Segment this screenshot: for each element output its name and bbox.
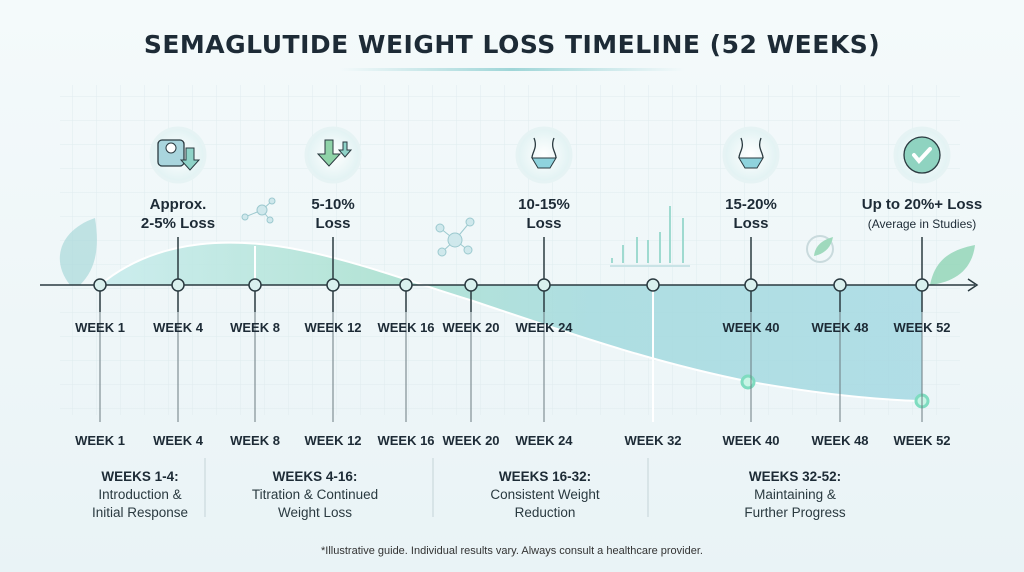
bottom-week-label: WEEK 48 (811, 433, 868, 448)
milestone-loss-label: 5-10% (311, 196, 354, 213)
arrows-down-icon (304, 126, 362, 184)
top-week-label: WEEK 20 (442, 320, 499, 335)
bottom-week-label: WEEK 1 (75, 433, 125, 448)
phase-description: Consistent Weight (490, 487, 600, 502)
leaf-circle-icon (806, 235, 834, 263)
milestone-loss-label: Loss (315, 215, 350, 232)
glow-point (740, 374, 756, 390)
disclaimer-footer: *Illustrative guide. Individual results … (321, 545, 703, 557)
top-week-label: WEEK 12 (304, 320, 361, 335)
waist-icon (722, 126, 780, 184)
decorations (59, 197, 975, 285)
title-underline (340, 68, 684, 71)
leaf-icon (930, 245, 975, 285)
phase-description: Reduction (515, 505, 576, 520)
scale-down-icon (149, 126, 207, 184)
top-week-label: WEEK 16 (377, 320, 434, 335)
timeline-node[interactable] (399, 278, 413, 292)
bottom-week-label: WEEK 4 (153, 433, 204, 448)
top-week-label: WEEK 8 (230, 320, 280, 335)
top-week-label: WEEK 1 (75, 320, 125, 335)
phase-title: WEEKS 1-4: (101, 469, 178, 484)
timeline-node[interactable] (646, 278, 660, 292)
molecule-icon (435, 217, 475, 257)
phase-description: Maintaining & (754, 487, 836, 502)
phase-title: WEEKS 16-32: (499, 469, 591, 484)
phase-description: Introduction & (98, 487, 181, 502)
timeline-node[interactable] (326, 278, 340, 292)
timeline-node[interactable] (744, 278, 758, 292)
top-week-label: WEEK 48 (811, 320, 868, 335)
milestone-loss-label: Loss (733, 215, 768, 232)
timeline-node[interactable] (171, 278, 185, 292)
weight-curve-area (100, 242, 922, 401)
axis-arrow-icon (967, 278, 979, 292)
phase-description: Further Progress (744, 505, 846, 520)
bar-chart-icon (610, 206, 690, 267)
milestone-loss-label: Approx. (150, 196, 207, 213)
phase-description: Initial Response (92, 505, 188, 520)
top-week-label: WEEK 24 (515, 320, 573, 335)
milestone-loss-label: Loss (526, 215, 561, 232)
timeline-node[interactable] (537, 278, 551, 292)
phase-title: WEEKS 4-16: (273, 469, 358, 484)
phase-description: Weight Loss (278, 505, 352, 520)
timeline-node[interactable] (464, 278, 478, 292)
bottom-week-label: WEEK 52 (893, 433, 950, 448)
milestone-note: (Average in Studies) (868, 217, 977, 231)
page-title: SEMAGLUTIDE WEIGHT LOSS TIMELINE (52 WEE… (143, 30, 881, 59)
weight-curve (99, 241, 923, 402)
timeline-node[interactable] (833, 278, 847, 292)
bottom-week-label: WEEK 24 (515, 433, 573, 448)
timeline-node[interactable] (93, 278, 107, 292)
phase-title: WEEKS 32-52: (749, 469, 841, 484)
milestone-loss-label: Up to 20%+ Loss (862, 196, 982, 213)
top-week-label: WEEK 52 (893, 320, 950, 335)
milestone-loss-label: 10-15% (518, 196, 570, 213)
bottom-week-label: WEEK 32 (624, 433, 681, 448)
milestone-loss-label: 2-5% Loss (141, 215, 215, 232)
milestone-loss-label: 15-20% (725, 196, 777, 213)
molecule-icon (241, 197, 276, 224)
waist-icon (515, 126, 573, 184)
bottom-week-label: WEEK 20 (442, 433, 499, 448)
bottom-week-label: WEEK 8 (230, 433, 280, 448)
timeline-node[interactable] (915, 278, 929, 292)
leaf-icon (59, 218, 97, 285)
timeline-node[interactable] (248, 278, 262, 292)
top-week-label: WEEK 40 (722, 320, 779, 335)
phase-description: Titration & Continued (252, 487, 378, 502)
bottom-week-label: WEEK 16 (377, 433, 434, 448)
bottom-week-label: WEEK 40 (722, 433, 779, 448)
check-icon (893, 126, 951, 184)
top-week-label: WEEK 4 (153, 320, 204, 335)
bottom-week-label: WEEK 12 (304, 433, 361, 448)
